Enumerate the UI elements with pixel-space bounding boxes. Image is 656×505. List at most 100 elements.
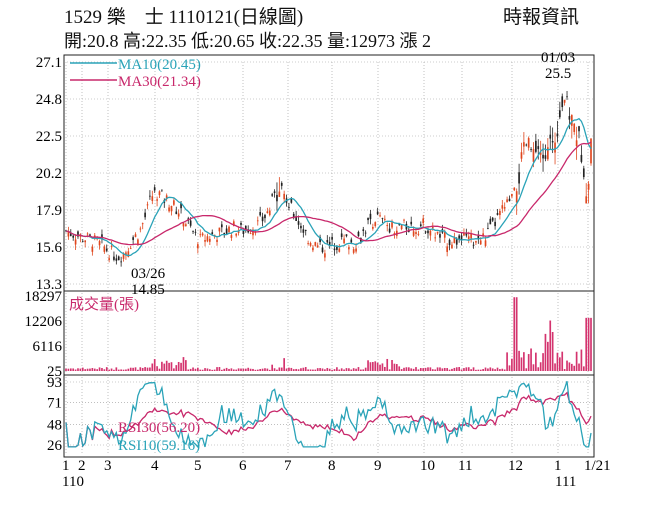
candle-body: [232, 221, 235, 226]
volume-bar: [439, 367, 441, 371]
volume-bar: [84, 369, 87, 371]
price-tick-label: 24.8: [36, 92, 62, 108]
candle-body: [336, 246, 338, 250]
rsi30-line: [65, 391, 592, 448]
volume-bar: [391, 360, 393, 371]
x-year-label: 111: [555, 474, 576, 490]
volume-bar: [403, 367, 405, 371]
volume-bar: [170, 362, 173, 371]
x-tick-label: 3: [104, 458, 112, 474]
candle-body: [108, 258, 110, 260]
volume-bar: [523, 352, 525, 371]
volume-bar: [117, 369, 120, 371]
volume-bar: [491, 368, 494, 371]
volume-bar: [223, 368, 226, 371]
candle-body: [283, 193, 285, 200]
candle-body: [587, 183, 590, 190]
candle-body: [146, 204, 149, 206]
candle-body: [220, 224, 223, 228]
volume-bar: [235, 369, 238, 371]
candle-body: [470, 233, 472, 239]
candle-body: [415, 232, 417, 234]
candle-body: [268, 210, 271, 216]
candle-body: [223, 232, 226, 235]
volume-bar: [400, 369, 403, 371]
candle-body: [455, 239, 458, 245]
candle-body: [211, 232, 214, 235]
volume-bar: [527, 354, 530, 371]
candle-body: [340, 233, 343, 237]
volume-bar: [242, 368, 245, 371]
volume-bar: [383, 366, 386, 371]
volume-bar: [146, 367, 149, 371]
candle-body: [276, 194, 278, 202]
candle-body: [252, 229, 254, 236]
candle-body: [465, 232, 468, 236]
candle-body: [458, 235, 460, 240]
candle-body: [314, 242, 317, 246]
volume-bar: [360, 369, 362, 371]
candle-body: [161, 189, 163, 191]
volume-bar: [350, 369, 353, 371]
volume-bar: [561, 351, 564, 371]
candle-body: [117, 256, 120, 261]
volume-bar: [429, 367, 432, 371]
candle-body: [590, 138, 592, 164]
volume-bar: [288, 367, 290, 371]
candle-body: [254, 232, 257, 234]
volume-bar: [309, 369, 312, 371]
volume-bar: [434, 369, 437, 371]
candle-body: [89, 234, 91, 237]
volume-bar: [153, 359, 156, 371]
candle-body: [302, 229, 305, 233]
volume-bar: [489, 367, 492, 371]
candle-body: [177, 213, 180, 217]
volume-bar: [204, 368, 206, 371]
candle-body: [259, 212, 262, 216]
volume-bar: [314, 369, 317, 371]
candle-body: [240, 222, 242, 225]
volume-bar: [395, 364, 398, 371]
volume-bar: [120, 369, 122, 371]
candle-body: [206, 236, 209, 242]
candle-body: [535, 140, 537, 152]
candle-body: [242, 230, 245, 234]
volume-bar: [544, 333, 547, 371]
volume-bar: [256, 369, 259, 371]
volume-bar: [268, 369, 271, 371]
candle-body: [563, 99, 566, 103]
candle-body: [364, 232, 367, 234]
volume-bar: [412, 368, 415, 371]
candle-body: [508, 198, 511, 202]
volume-bar: [422, 368, 425, 371]
candle-body: [101, 234, 103, 240]
candle-body: [513, 187, 516, 191]
candle-body: [523, 142, 525, 147]
candle-body: [65, 230, 67, 232]
candle-body: [125, 252, 127, 256]
candle-body: [312, 247, 314, 251]
x-tick-label: 12: [508, 458, 523, 474]
volume-bar: [585, 317, 588, 371]
volume-bar: [587, 317, 590, 371]
volume-bar: [278, 367, 281, 371]
volume-bar: [65, 368, 67, 371]
ma30-line: [65, 141, 592, 246]
candle-body: [149, 195, 151, 197]
candle-body: [348, 247, 350, 250]
x-tick-label: 9: [374, 458, 382, 474]
volume-bar: [103, 369, 106, 371]
volume-bar: [563, 369, 566, 371]
volume-bar: [508, 365, 511, 371]
volume-bar: [280, 367, 283, 371]
candle-body: [127, 251, 130, 257]
candle-body: [489, 218, 492, 225]
candle-body: [398, 224, 401, 225]
volume-bar: [72, 368, 75, 371]
volume-bar: [345, 368, 348, 371]
volume-bar: [185, 360, 187, 371]
x-year-label: 110: [62, 474, 84, 490]
candle-body: [324, 253, 326, 258]
